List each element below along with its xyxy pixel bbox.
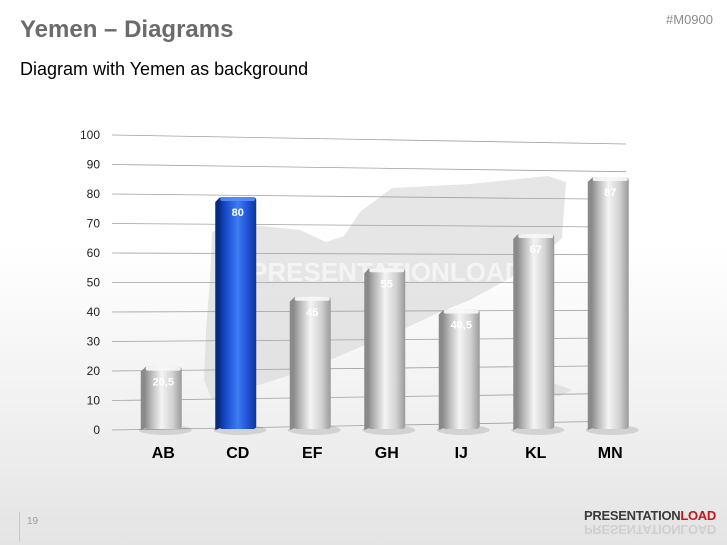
y-tick-label: 60 <box>87 246 101 260</box>
bar-top <box>443 309 479 314</box>
gridline <box>111 164 627 173</box>
brand-logo: PRESENTATIONLOAD <box>584 508 716 523</box>
y-tick-label: 30 <box>87 335 101 349</box>
brand-logo-part1: PRESENTATION <box>584 508 681 523</box>
bar-top <box>294 296 330 301</box>
bar-ef: 45 <box>287 296 341 435</box>
page-number: 19 <box>27 516 39 527</box>
bar-ij: 40,5 <box>436 309 490 435</box>
y-tick-label: 100 <box>80 128 100 142</box>
y-axis-ticks: 0 10 20 30 40 50 60 70 80 90 100 <box>80 128 100 437</box>
bar-value-label: 40,5 <box>451 320 472 332</box>
bar-side <box>215 197 221 430</box>
x-tick-label: AB <box>152 445 175 462</box>
bar-value-label: 87 <box>604 187 616 199</box>
x-tick-label: KL <box>525 445 547 462</box>
gridline <box>111 193 627 200</box>
bar-side <box>289 296 295 430</box>
gridline <box>111 223 627 228</box>
footer-divider <box>19 512 20 542</box>
bar-side <box>513 234 519 430</box>
bar-side <box>438 309 444 430</box>
bar-top <box>145 366 181 371</box>
y-tick-label: 10 <box>87 394 101 408</box>
bar-value-label: 45 <box>306 307 318 319</box>
y-tick-label: 70 <box>87 217 101 231</box>
bar-top <box>518 234 554 239</box>
x-tick-label: CD <box>226 445 249 462</box>
page-title: Yemen – Diagrams <box>20 16 234 43</box>
bar-body <box>219 197 257 429</box>
bar-gh: 55 <box>362 268 416 435</box>
x-tick-label: GH <box>375 445 399 462</box>
x-tick-label: EF <box>302 445 323 462</box>
bar-side <box>587 177 593 430</box>
y-tick-label: 40 <box>87 305 101 319</box>
gridline <box>111 134 627 145</box>
y-tick-label: 0 <box>93 423 100 437</box>
bar-kl: 67 <box>511 234 565 435</box>
bar-value-label: 67 <box>530 244 542 256</box>
bar-cd: 80 <box>213 197 267 435</box>
bar-body <box>442 309 480 429</box>
slide-code: #M0900 <box>666 12 713 27</box>
bar-body <box>517 234 555 429</box>
brand-logo-part2: LOAD <box>680 508 716 523</box>
bar-body <box>144 366 182 429</box>
x-axis-labels: AB CD EF GH IJ KL MN <box>152 445 623 462</box>
y-tick-label: 50 <box>87 276 101 290</box>
x-tick-label: MN <box>598 445 623 462</box>
bar-mn: 87 <box>585 177 639 435</box>
bar-top <box>592 177 628 182</box>
bar-ab: 20,5 <box>138 366 192 435</box>
x-tick-label: IJ <box>455 445 468 462</box>
brand-logo-reflection: PRESENTATIONLOAD <box>584 522 716 537</box>
y-tick-label: 90 <box>87 158 101 172</box>
bar-body <box>293 296 331 429</box>
bar-top <box>220 197 256 201</box>
bar-side <box>364 268 370 430</box>
bar-value-label: 20,5 <box>153 377 174 389</box>
bar-body <box>368 268 406 429</box>
page-subtitle: Diagram with Yemen as background <box>20 59 309 79</box>
bar-value-label: 55 <box>381 278 393 290</box>
bar-value-label: 80 <box>232 207 244 219</box>
bar-body <box>591 177 629 429</box>
bar-side <box>140 366 146 430</box>
chart-bars: 20,5 80 45 55 40,5 67 87 <box>138 177 639 435</box>
y-tick-label: 80 <box>87 187 101 201</box>
bar-top <box>369 268 405 273</box>
y-tick-label: 20 <box>87 364 101 378</box>
